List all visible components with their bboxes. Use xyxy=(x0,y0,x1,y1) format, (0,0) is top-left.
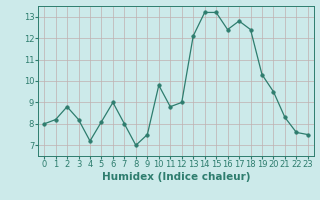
X-axis label: Humidex (Indice chaleur): Humidex (Indice chaleur) xyxy=(102,172,250,182)
